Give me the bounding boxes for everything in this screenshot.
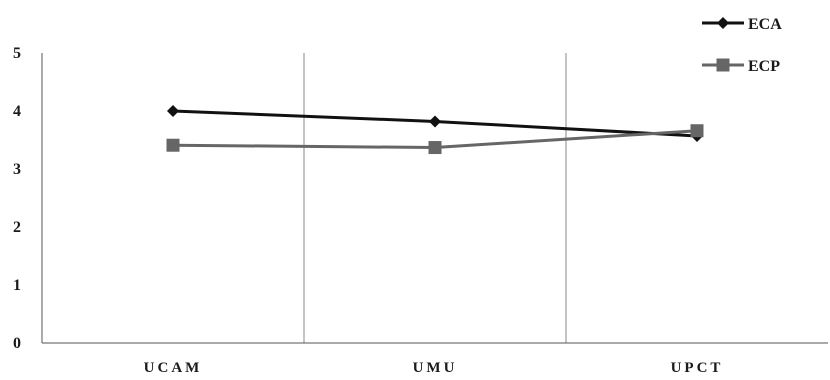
y-tick-label: 5 bbox=[13, 45, 21, 62]
data-point-square bbox=[428, 141, 442, 155]
data-point-diamond bbox=[429, 115, 441, 128]
data-point-diamond bbox=[717, 17, 729, 29]
data-point-diamond bbox=[167, 105, 179, 117]
x-tick-labels: UCAM UMU UPCT bbox=[144, 360, 724, 376]
y-tick-labels: 0 1 2 3 4 5 bbox=[13, 45, 21, 352]
axes-layer bbox=[41, 53, 828, 344]
x-tick-label: UMU bbox=[413, 360, 458, 375]
legend-label: ECA bbox=[748, 16, 782, 33]
legend-item: ECA bbox=[702, 16, 782, 33]
x-tick-label: UPCT bbox=[671, 360, 724, 375]
series-layer bbox=[166, 105, 704, 155]
data-point-square bbox=[166, 138, 180, 152]
legend-label: ECP bbox=[748, 58, 780, 75]
series-ecp bbox=[166, 124, 704, 155]
data-point-square bbox=[690, 124, 704, 138]
y-tick-label: 3 bbox=[13, 161, 21, 178]
legend: ECA ECP bbox=[702, 16, 782, 75]
y-tick-label: 2 bbox=[13, 219, 21, 236]
y-tick-label: 0 bbox=[13, 335, 21, 352]
legend-item: ECP bbox=[702, 58, 780, 75]
grid-layer bbox=[303, 53, 567, 343]
x-tick-label: UCAM bbox=[144, 360, 203, 375]
y-tick-label: 1 bbox=[13, 277, 21, 294]
y-tick-label: 4 bbox=[13, 103, 21, 120]
data-point-square bbox=[716, 58, 730, 72]
